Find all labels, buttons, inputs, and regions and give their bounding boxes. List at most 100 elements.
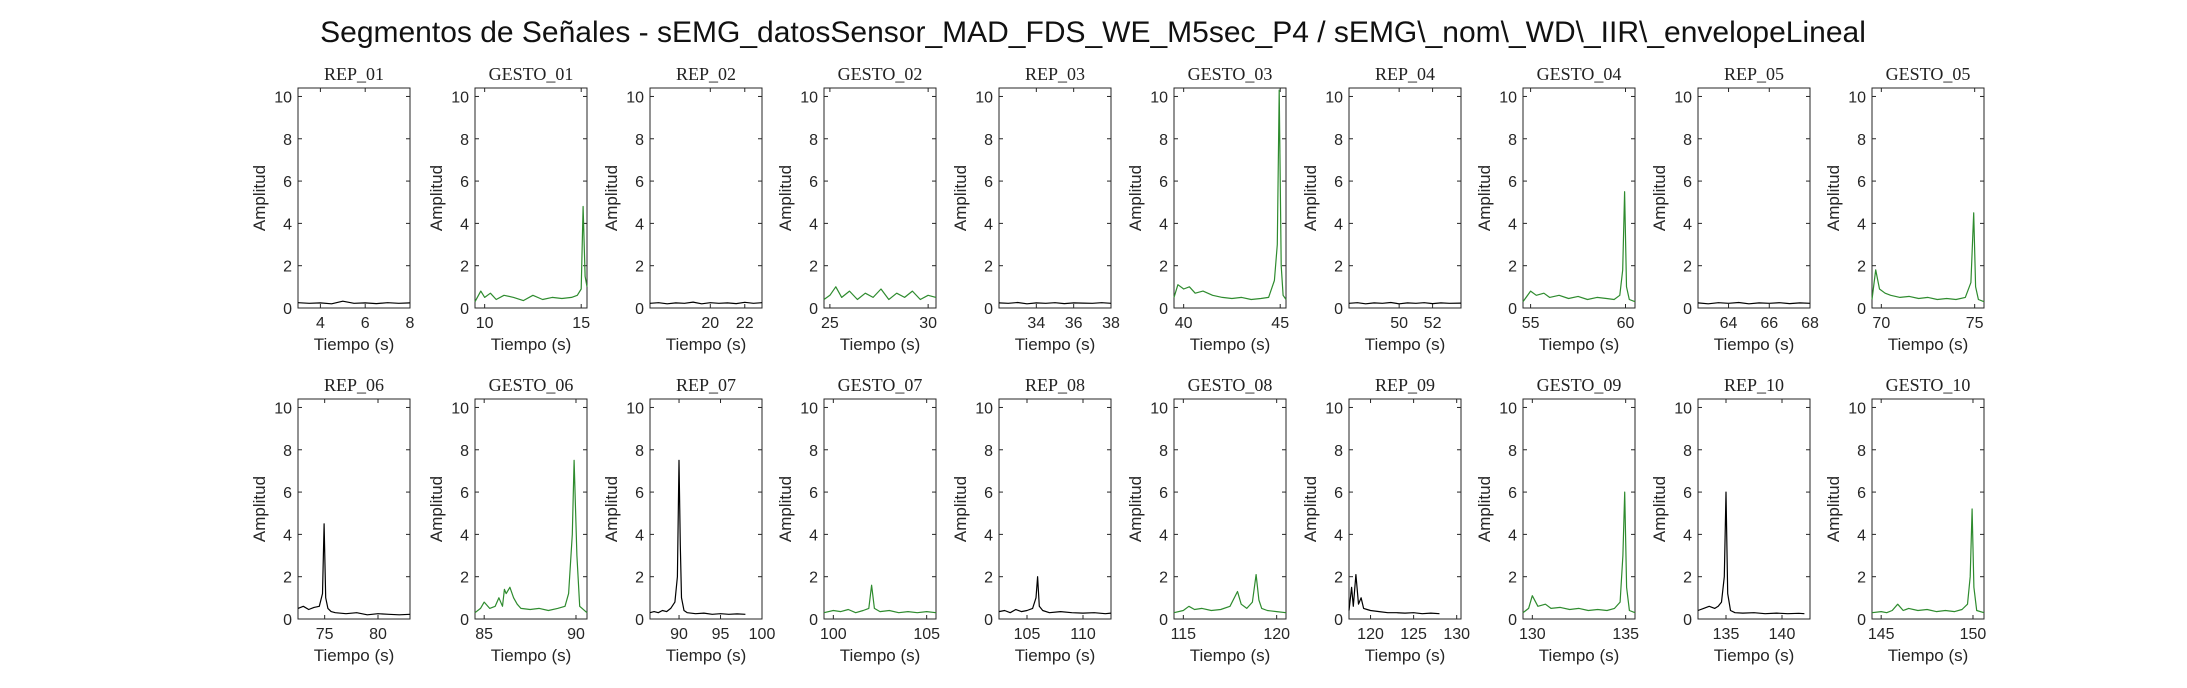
y-tick-label: 2 xyxy=(1334,259,1343,276)
y-tick-label: 10 xyxy=(1499,400,1517,417)
subplot-gesto-04: GESTO_04 0 2 4 6 8 10 55 60 Tiempo (s) Amplitud xyxy=(1475,64,1636,354)
signal-line xyxy=(1348,573,1440,615)
y-tick-label: 4 xyxy=(635,216,644,233)
y-tick-label: 2 xyxy=(984,570,993,587)
y-tick-label: 8 xyxy=(1857,132,1866,149)
x-tick-label: 64 xyxy=(1720,315,1738,332)
subplot-gesto-06: GESTO_06 0 2 4 6 8 10 85 90 Tiempo (s) Amplitud xyxy=(427,375,588,665)
x-tick-label: 50 xyxy=(1390,315,1408,332)
y-tick-label: 4 xyxy=(984,216,993,233)
x-axis-label: Tiempo (s) xyxy=(1015,335,1096,354)
y-tick-label: 2 xyxy=(1683,570,1692,587)
subplot-rep-09: REP_09 0 2 4 6 8 10 120 125 130 Tiempo (s) Amplitud xyxy=(1301,375,1470,665)
x-tick-label: 130 xyxy=(1519,626,1546,643)
y-tick-label: 8 xyxy=(460,132,469,149)
subplot-gesto-02: GESTO_02 0 2 4 6 8 10 25 30 Tiempo (s) Amplitud xyxy=(776,64,937,354)
x-axis-label: Tiempo (s) xyxy=(1714,335,1795,354)
y-tick-label: 2 xyxy=(1159,570,1168,587)
subplot-title: REP_04 xyxy=(1375,64,1435,84)
x-tick-label: 90 xyxy=(567,626,585,643)
subplot-title: GESTO_05 xyxy=(1886,64,1971,84)
y-tick-label: 6 xyxy=(1857,174,1866,191)
axes-box xyxy=(649,398,763,620)
y-tick-label: 4 xyxy=(1508,216,1517,233)
y-tick-label: 10 xyxy=(626,89,644,106)
signal-line xyxy=(1697,301,1811,305)
x-tick-label: 100 xyxy=(749,626,776,643)
y-tick-label: 8 xyxy=(984,132,993,149)
x-tick-label: 34 xyxy=(1027,315,1045,332)
y-tick-label: 4 xyxy=(1159,216,1168,233)
y-tick-label: 2 xyxy=(460,259,469,276)
y-axis-label: Amplitud xyxy=(250,476,269,542)
y-tick-label: 0 xyxy=(1508,301,1517,318)
y-tick-label: 8 xyxy=(1159,132,1168,149)
y-tick-label: 0 xyxy=(635,612,644,629)
y-tick-label: 4 xyxy=(1857,216,1866,233)
x-axis-label: Tiempo (s) xyxy=(1015,646,1096,665)
y-tick-label: 6 xyxy=(635,485,644,502)
y-tick-label: 8 xyxy=(1508,443,1517,460)
y-tick-label: 10 xyxy=(800,400,818,417)
subplot-title: REP_01 xyxy=(324,64,384,84)
signal-line xyxy=(998,301,1112,305)
y-tick-label: 10 xyxy=(1325,89,1343,106)
x-tick-label: 8 xyxy=(406,315,415,332)
subplot-title: GESTO_09 xyxy=(1537,375,1622,395)
y-axis-label: Amplitud xyxy=(427,165,446,231)
x-tick-label: 70 xyxy=(1872,315,1890,332)
y-axis-label: Amplitud xyxy=(427,476,446,542)
x-tick-label: 135 xyxy=(1612,626,1639,643)
subplot-rep-02: REP_02 0 2 4 6 8 10 20 22 Tiempo (s) Amplitud xyxy=(602,64,763,354)
y-tick-label: 6 xyxy=(1683,485,1692,502)
y-tick-label: 8 xyxy=(1334,443,1343,460)
y-axis-label: Amplitud xyxy=(1301,476,1320,542)
y-tick-label: 4 xyxy=(1683,216,1692,233)
y-tick-label: 4 xyxy=(984,527,993,544)
axes-box xyxy=(998,87,1112,309)
x-axis-label: Tiempo (s) xyxy=(666,646,747,665)
x-axis-label: Tiempo (s) xyxy=(1190,646,1271,665)
y-tick-label: 10 xyxy=(451,89,469,106)
axes-box xyxy=(1871,398,1985,620)
subplot-title: GESTO_06 xyxy=(489,375,574,395)
y-tick-label: 4 xyxy=(1857,527,1866,544)
y-tick-label: 0 xyxy=(1857,301,1866,318)
y-tick-label: 4 xyxy=(460,216,469,233)
y-tick-label: 10 xyxy=(274,89,292,106)
y-tick-label: 2 xyxy=(1857,259,1866,276)
x-axis-label: Tiempo (s) xyxy=(840,335,921,354)
axes-box xyxy=(823,87,937,309)
signal-line xyxy=(1697,491,1805,615)
y-tick-label: 6 xyxy=(460,174,469,191)
x-tick-label: 85 xyxy=(475,626,493,643)
y-axis-label: Amplitud xyxy=(602,165,621,231)
x-axis-label: Tiempo (s) xyxy=(491,646,572,665)
y-tick-label: 10 xyxy=(626,400,644,417)
y-tick-label: 10 xyxy=(274,400,292,417)
y-tick-label: 6 xyxy=(1683,174,1692,191)
x-tick-label: 52 xyxy=(1424,315,1442,332)
subplot-rep-01: REP_01 0 2 4 6 8 10 4 6 8 Tiempo (s) Amplitud xyxy=(250,64,415,354)
y-tick-label: 0 xyxy=(984,612,993,629)
x-tick-label: 45 xyxy=(1271,315,1289,332)
y-tick-label: 10 xyxy=(1848,89,1866,106)
subplot-title: GESTO_07 xyxy=(838,375,923,395)
y-tick-label: 6 xyxy=(460,485,469,502)
y-axis-label: Amplitud xyxy=(1650,165,1669,231)
y-tick-label: 2 xyxy=(283,570,292,587)
y-tick-label: 2 xyxy=(984,259,993,276)
y-tick-label: 8 xyxy=(1683,132,1692,149)
subplot-title: GESTO_04 xyxy=(1537,64,1622,84)
axes-box xyxy=(474,87,588,309)
x-axis-label: Tiempo (s) xyxy=(1888,646,1969,665)
y-tick-label: 0 xyxy=(460,612,469,629)
x-tick-label: 80 xyxy=(369,626,387,643)
axes-box xyxy=(474,398,588,620)
signal-line xyxy=(1522,191,1636,303)
y-tick-label: 6 xyxy=(1508,485,1517,502)
y-tick-label: 4 xyxy=(1683,527,1692,544)
x-tick-label: 6 xyxy=(361,315,370,332)
y-tick-label: 10 xyxy=(975,400,993,417)
